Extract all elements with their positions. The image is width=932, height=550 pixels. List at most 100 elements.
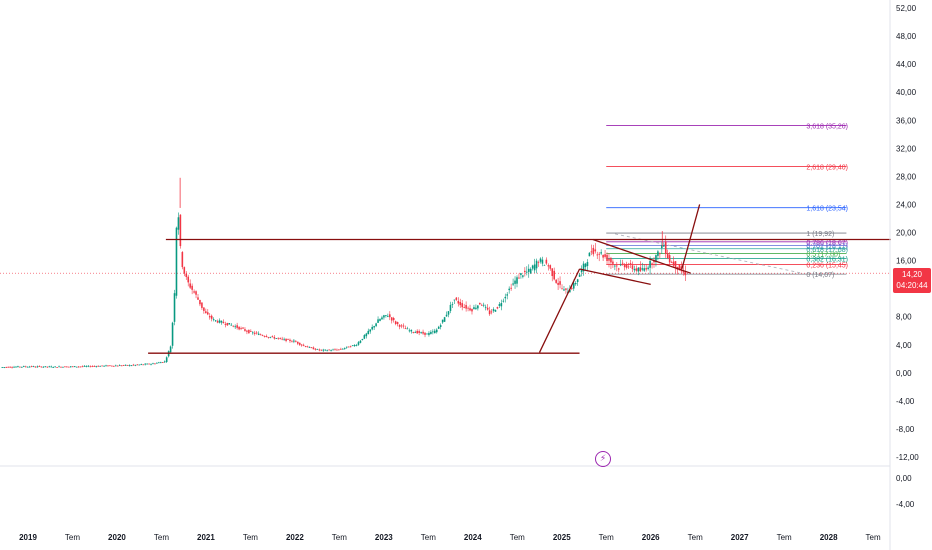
candle-body <box>357 342 360 345</box>
candle-body <box>324 349 327 351</box>
fib-level-label: 0,702 (18,17) <box>806 243 848 250</box>
lightning-bolt-icon[interactable]: ⚡ <box>595 451 611 467</box>
price-tick-label: 8,00 <box>896 313 912 322</box>
candle-body <box>312 347 315 350</box>
candle-body <box>285 338 287 341</box>
candle-body <box>590 251 593 253</box>
candle-body <box>3 367 6 368</box>
candle-body <box>66 366 68 368</box>
candle-body <box>118 365 121 367</box>
candle-body <box>228 323 231 325</box>
candle-body <box>62 366 64 368</box>
candle-body <box>416 330 418 334</box>
candle-body <box>627 266 630 268</box>
candle-body <box>340 348 342 350</box>
candle-body <box>625 264 628 268</box>
candle-body <box>537 262 540 264</box>
candle-body <box>248 330 250 334</box>
candle-body <box>531 265 534 269</box>
candle-body <box>375 323 377 327</box>
candle-body <box>365 333 368 337</box>
candle-body <box>95 366 98 368</box>
candle-body <box>60 366 62 368</box>
fib-level-label: 0,382 (16,31) <box>806 256 848 263</box>
candle-body <box>218 320 221 323</box>
candle-body <box>210 315 213 319</box>
candle-body <box>563 289 565 291</box>
candle-body <box>146 363 148 365</box>
candle-body <box>126 364 129 366</box>
candle-body <box>520 273 522 275</box>
candle-body <box>116 365 119 367</box>
candle-body <box>103 365 105 367</box>
time-tick-label: 2023 <box>375 533 393 542</box>
candle-body <box>434 330 436 334</box>
time-tick-label: Tem <box>510 533 525 542</box>
candle-body <box>154 363 156 365</box>
candle-body <box>508 288 510 291</box>
candle-body <box>600 252 602 254</box>
candle-body <box>351 345 354 347</box>
time-tick-label: Tem <box>599 533 614 542</box>
candle-body <box>516 277 518 284</box>
candle-body <box>565 288 567 290</box>
candle-body <box>443 317 446 322</box>
candle-body <box>199 299 201 305</box>
candle-body <box>353 344 356 347</box>
candle-body <box>240 328 242 329</box>
candle-body <box>473 307 475 310</box>
candle-body <box>263 336 266 337</box>
candle-body <box>617 268 620 270</box>
candle-body <box>160 362 162 364</box>
candle-body <box>553 270 555 280</box>
candle-body <box>269 336 272 338</box>
candle-body <box>261 335 264 336</box>
candle-body <box>522 275 524 277</box>
candle-body <box>171 322 174 346</box>
price-tick-label: 28,00 <box>896 172 917 181</box>
candle-body <box>347 346 350 348</box>
candle-body <box>122 365 125 366</box>
candle-body <box>580 269 583 273</box>
candle-body <box>359 340 362 343</box>
candle-body <box>645 268 647 270</box>
candle-body <box>437 326 440 329</box>
time-tick-label: Tem <box>243 533 258 542</box>
candle-body <box>124 364 127 366</box>
candle-body <box>571 288 573 289</box>
time-axis[interactable]: 2019 Tem 2020 Tem 2021 Tem 2022 Tem 2023 Tem 2024 T… <box>19 533 881 542</box>
time-tick-label: 2026 <box>642 533 660 542</box>
candle-body <box>232 325 235 327</box>
time-tick-label: 2021 <box>197 533 215 542</box>
candle-body <box>383 315 385 318</box>
price-tick-label: 4,00 <box>896 341 912 350</box>
candle-body <box>659 253 661 255</box>
candle-body <box>97 365 99 367</box>
candle-body <box>330 350 332 352</box>
candle-body <box>81 366 84 368</box>
candle-body <box>410 329 413 332</box>
candle-body <box>236 325 238 328</box>
candle-body <box>355 345 358 346</box>
candle-body <box>672 261 675 266</box>
candle-body <box>183 267 186 274</box>
candle-body <box>596 254 599 256</box>
candle-body <box>475 307 477 309</box>
candle-body <box>87 365 90 367</box>
main-pane[interactable]: 3,618 (35,26) 2,618 (29,40) 1,618 (23,54) 1… <box>0 123 891 369</box>
candle-body <box>631 265 634 270</box>
price-tick-label: 44,00 <box>896 60 917 69</box>
candle-body <box>373 326 375 328</box>
price-tick-label: 40,00 <box>896 88 917 97</box>
candle-body <box>195 291 197 295</box>
candle-body <box>205 311 207 314</box>
candle-body <box>48 366 51 368</box>
price-tick-label: 52,00 <box>896 4 917 13</box>
candle-body <box>572 283 575 289</box>
candle-body <box>498 304 501 306</box>
candle-body <box>197 297 199 300</box>
candle-body <box>435 329 438 333</box>
candle-body <box>295 341 297 343</box>
candle-body <box>277 337 280 339</box>
